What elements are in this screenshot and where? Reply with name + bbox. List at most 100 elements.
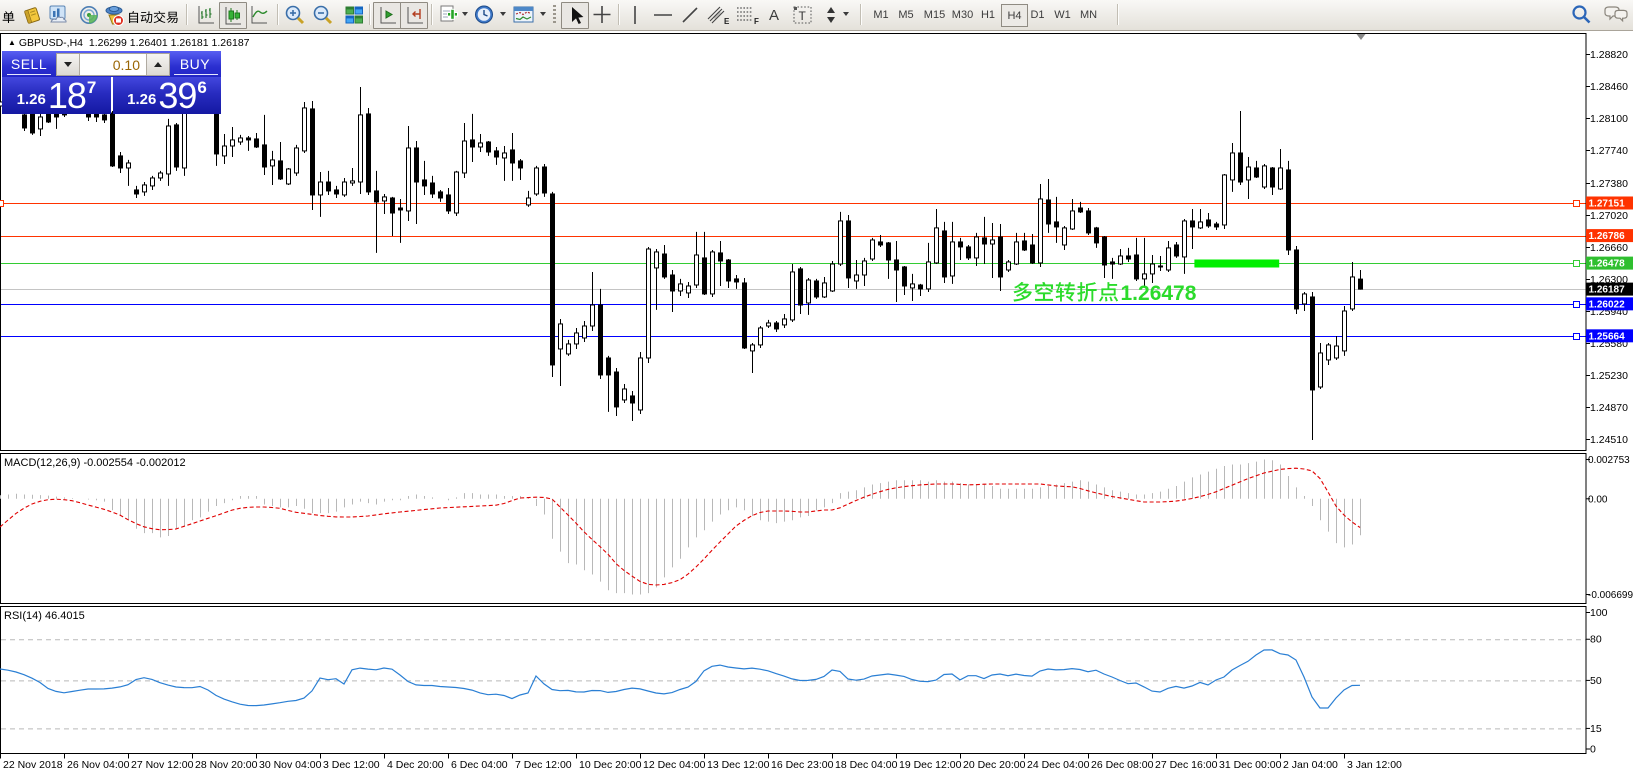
- candle: [494, 146, 499, 165]
- metaeditor-icon[interactable]: [47, 3, 69, 27]
- macd-tick-label: 0.00: [1588, 494, 1608, 505]
- candle: [1198, 208, 1203, 229]
- tf-W1[interactable]: W1: [1054, 8, 1071, 21]
- new-order-icon[interactable]: [22, 3, 42, 27]
- vertical-line-icon[interactable]: [628, 3, 642, 27]
- candle: [838, 211, 843, 266]
- chart-shift-marker[interactable]: [1356, 34, 1366, 40]
- line-marker[interactable]: [1573, 301, 1580, 308]
- sell-underline: [7, 74, 51, 75]
- cursor-button[interactable]: [561, 2, 589, 29]
- candle: [854, 259, 859, 289]
- line-marker[interactable]: [1573, 200, 1580, 207]
- buy-button[interactable]: BUY: [179, 56, 211, 72]
- svg-text:F: F: [754, 17, 759, 26]
- tf-M30[interactable]: M30: [951, 8, 974, 21]
- tf-H1[interactable]: H1: [980, 8, 996, 21]
- sell-button[interactable]: SELL: [10, 56, 48, 72]
- templates-icon[interactable]: [512, 3, 536, 27]
- line-marker[interactable]: [0, 200, 4, 207]
- macd-tick-label: -0.006699: [1588, 590, 1633, 601]
- line-marker[interactable]: [1573, 333, 1580, 340]
- autotrading-button[interactable]: [127, 3, 181, 27]
- candle: [606, 355, 611, 412]
- templates-dropdown-caret[interactable]: [540, 12, 546, 16]
- time-tick-label: 4 Dec 20:00: [387, 759, 444, 771]
- price-label-text: 1.27151: [1589, 198, 1626, 209]
- indicators-dropdown-caret[interactable]: [462, 12, 468, 16]
- cjk-glyph: [2, 11, 15, 24]
- macd-series: [0, 459, 1361, 595]
- candle: [790, 264, 795, 322]
- arrows-dropdown-caret[interactable]: [843, 12, 849, 16]
- crosshair-icon[interactable]: [591, 3, 613, 27]
- highlight-segment[interactable]: [1194, 259, 1280, 268]
- volume-increase-button[interactable]: [146, 54, 169, 75]
- volume-field[interactable]: 0.10: [80, 54, 146, 75]
- chat-icon[interactable]: [1602, 3, 1630, 27]
- candle: [1310, 291, 1315, 440]
- chart-shift-button[interactable]: [400, 2, 428, 29]
- candle: [1054, 196, 1059, 243]
- candle: [710, 249, 715, 297]
- horizontal-line-icon[interactable]: [652, 3, 674, 27]
- text-label-icon[interactable]: T: [791, 3, 815, 27]
- candle: [654, 248, 659, 310]
- candle: [1110, 257, 1115, 279]
- candle: [246, 135, 251, 151]
- candle: [230, 126, 235, 157]
- search-icon[interactable]: [1570, 3, 1592, 27]
- candle: [430, 175, 435, 198]
- indicators-icon[interactable]: [437, 3, 459, 27]
- candle-chart-button[interactable]: [219, 2, 247, 29]
- macd-title: MACD(12,26,9) -0.002554 -0.002012: [4, 457, 186, 469]
- candle: [446, 187, 451, 214]
- main-panel: [0, 33, 1587, 451]
- tf-MN[interactable]: MN: [1079, 8, 1098, 21]
- sell-price-button[interactable]: 1.26 18 7: [2, 77, 111, 114]
- tf-M15[interactable]: M15: [923, 8, 946, 21]
- periods-icon[interactable]: [473, 3, 495, 27]
- time-tick-label: 6 Dec 04:00: [451, 759, 508, 771]
- tf-H4[interactable]: H4: [1001, 4, 1028, 27]
- candle: [1102, 235, 1107, 278]
- bar-chart-icon[interactable]: [196, 3, 216, 27]
- auto-scroll-button[interactable]: [373, 2, 401, 29]
- volume-decrease-button[interactable]: [57, 54, 80, 75]
- menu-text[interactable]: [2, 3, 16, 27]
- candle: [950, 221, 955, 284]
- trendline-icon[interactable]: [680, 3, 700, 27]
- toolbar-grip[interactable]: [553, 5, 556, 25]
- candle: [1334, 336, 1339, 360]
- candle: [318, 171, 323, 217]
- line-marker[interactable]: [1573, 260, 1580, 267]
- candle: [894, 240, 899, 302]
- price-line-label: 1.25664: [1586, 329, 1633, 343]
- periods-dropdown-caret[interactable]: [500, 12, 506, 16]
- zoom-out-icon[interactable]: [311, 3, 335, 27]
- candle: [1238, 110, 1243, 185]
- annotation-text[interactable]: 1.26478: [1013, 282, 1197, 305]
- market-watch-icon[interactable]: [79, 3, 99, 27]
- tf-D1[interactable]: D1: [1030, 8, 1045, 21]
- tf-M5[interactable]: M5: [898, 8, 914, 21]
- text-tool-icon[interactable]: A: [768, 6, 779, 24]
- candle: [1286, 160, 1291, 255]
- tf-M1[interactable]: M1: [873, 8, 889, 21]
- collapse-triangle-icon[interactable]: ▲: [8, 38, 16, 47]
- candle: [998, 223, 1003, 291]
- zoom-in-icon[interactable]: [283, 3, 307, 27]
- equidistant-channel-icon[interactable]: E: [706, 3, 732, 27]
- candle: [582, 320, 587, 342]
- candle: [1070, 198, 1075, 230]
- candle: [502, 145, 507, 181]
- line-chart-icon[interactable]: [249, 3, 269, 27]
- buy-price-button[interactable]: 1.26 39 6: [113, 77, 221, 114]
- tile-windows-icon[interactable]: [343, 3, 365, 27]
- candle: [662, 244, 667, 279]
- candle: [1062, 225, 1067, 250]
- arrows-tool-icon[interactable]: [822, 3, 838, 27]
- expert-advisors-icon[interactable]: [102, 3, 126, 27]
- fibonacci-icon[interactable]: F: [735, 3, 761, 27]
